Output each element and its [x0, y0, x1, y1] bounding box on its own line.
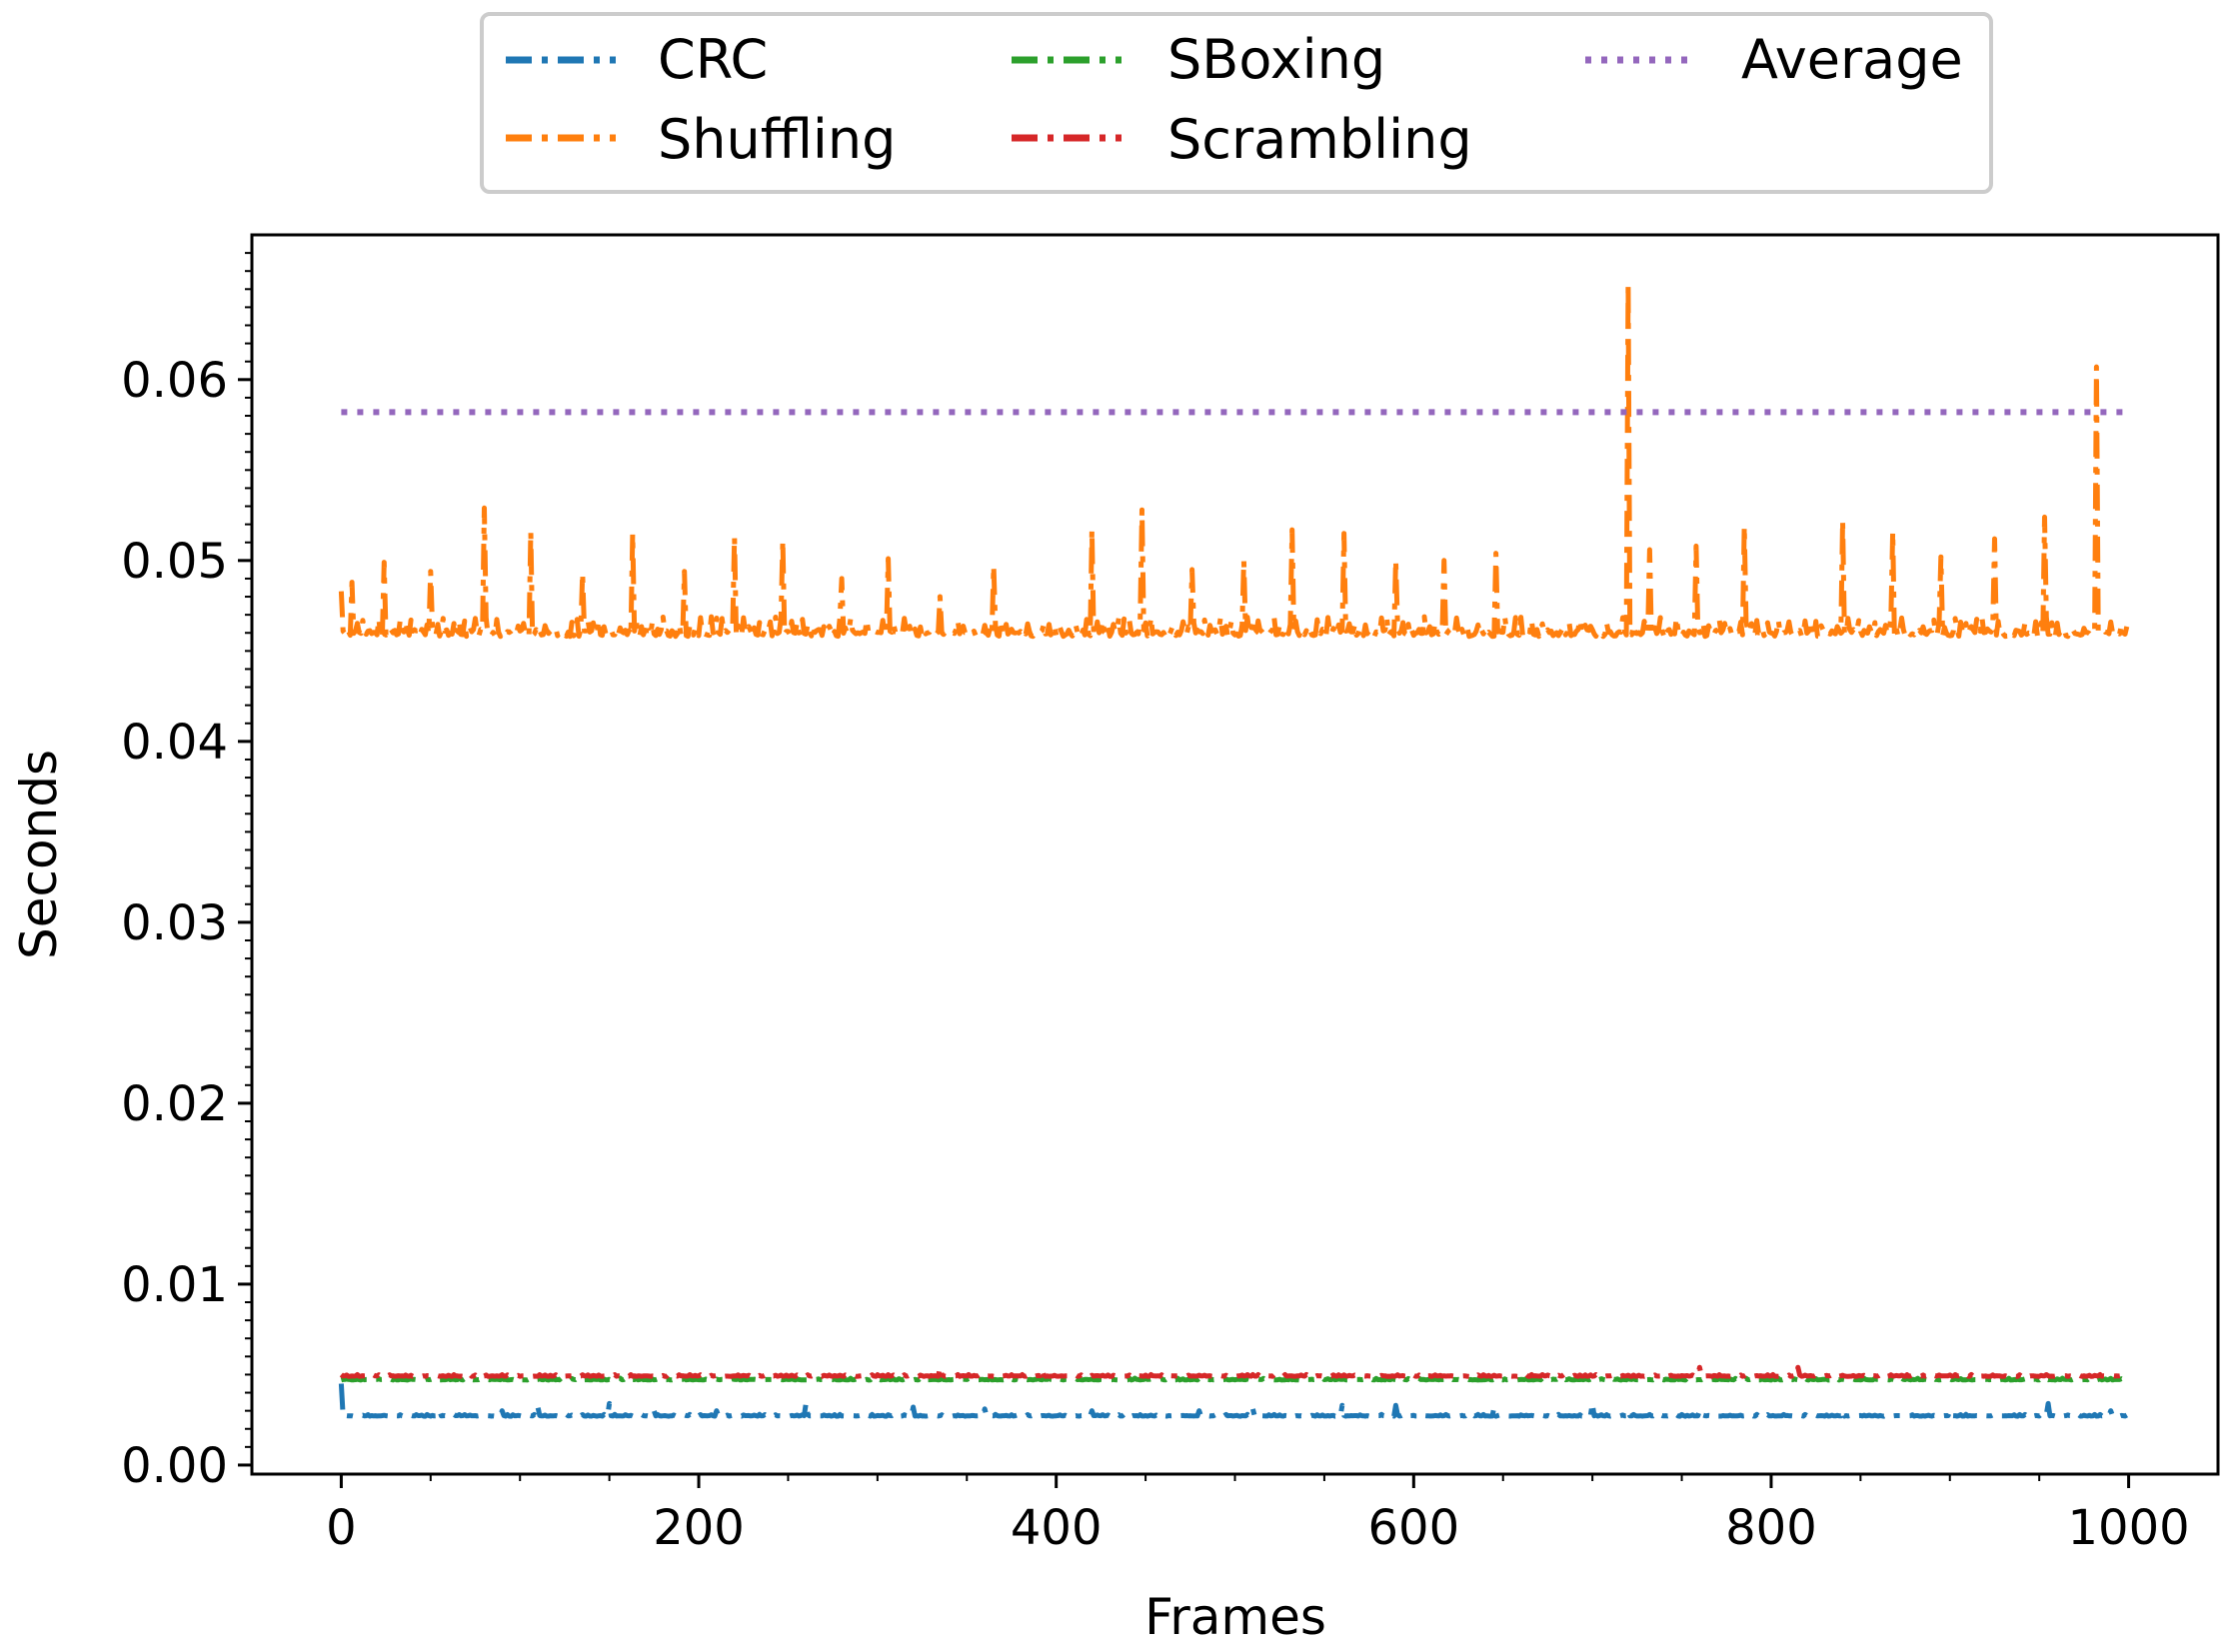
y-tick-label: 0.05: [121, 534, 228, 590]
x-tick-label: 200: [653, 1500, 745, 1556]
legend-entry-crc: CRC: [506, 28, 768, 91]
series-line-crc: [338, 1383, 2129, 1419]
legend: CRC Shuffling SBoxing Scrambling Average: [480, 12, 1993, 194]
y-tick-label: 0.04: [121, 715, 228, 771]
plot-area-frame: [250, 233, 2220, 1476]
series-line-scrambling: [339, 1364, 2129, 1379]
x-tick-label: 400: [1011, 1500, 1103, 1556]
y-tick-label: 0.03: [121, 895, 228, 951]
legend-label-crc: CRC: [658, 28, 768, 91]
x-tick-label: 1000: [2068, 1500, 2190, 1556]
legend-label-sboxing: SBoxing: [1167, 28, 1385, 91]
legend-frame: [480, 12, 1993, 194]
legend-entry-sboxing: SBoxing: [1012, 28, 1385, 91]
legend-entry-average: Average: [1585, 28, 1963, 91]
x-tick-label: 600: [1368, 1500, 1460, 1556]
legend-entry-scrambling: Scrambling: [1012, 108, 1472, 171]
legend-label-average: Average: [1741, 28, 1963, 91]
y-tick-label: 0.06: [121, 353, 228, 409]
x-tick-label: 800: [1725, 1500, 1817, 1556]
y-tick-label: 0.01: [121, 1257, 228, 1313]
series-line-shuffling: [338, 279, 2130, 640]
y-axis-ticks: 0.00 0.01 0.02 0.03 0.04 0.05 0.06: [121, 252, 252, 1494]
series-layer: [338, 279, 2130, 1419]
legend-label-shuffling: Shuffling: [658, 108, 896, 171]
legend-entry-shuffling: Shuffling: [506, 108, 896, 171]
x-axis-ticks: 0 200 400 600 800 1000: [326, 1474, 2190, 1556]
y-axis-label: Seconds: [10, 750, 68, 959]
series-line-sboxing: [340, 1375, 2128, 1383]
y-tick-label: 0.02: [121, 1076, 228, 1132]
x-tick-label: 0: [326, 1500, 357, 1556]
y-tick-label: 0.00: [121, 1438, 228, 1494]
x-axis-label: Frames: [1144, 1588, 1326, 1646]
legend-label-scrambling: Scrambling: [1167, 108, 1472, 171]
